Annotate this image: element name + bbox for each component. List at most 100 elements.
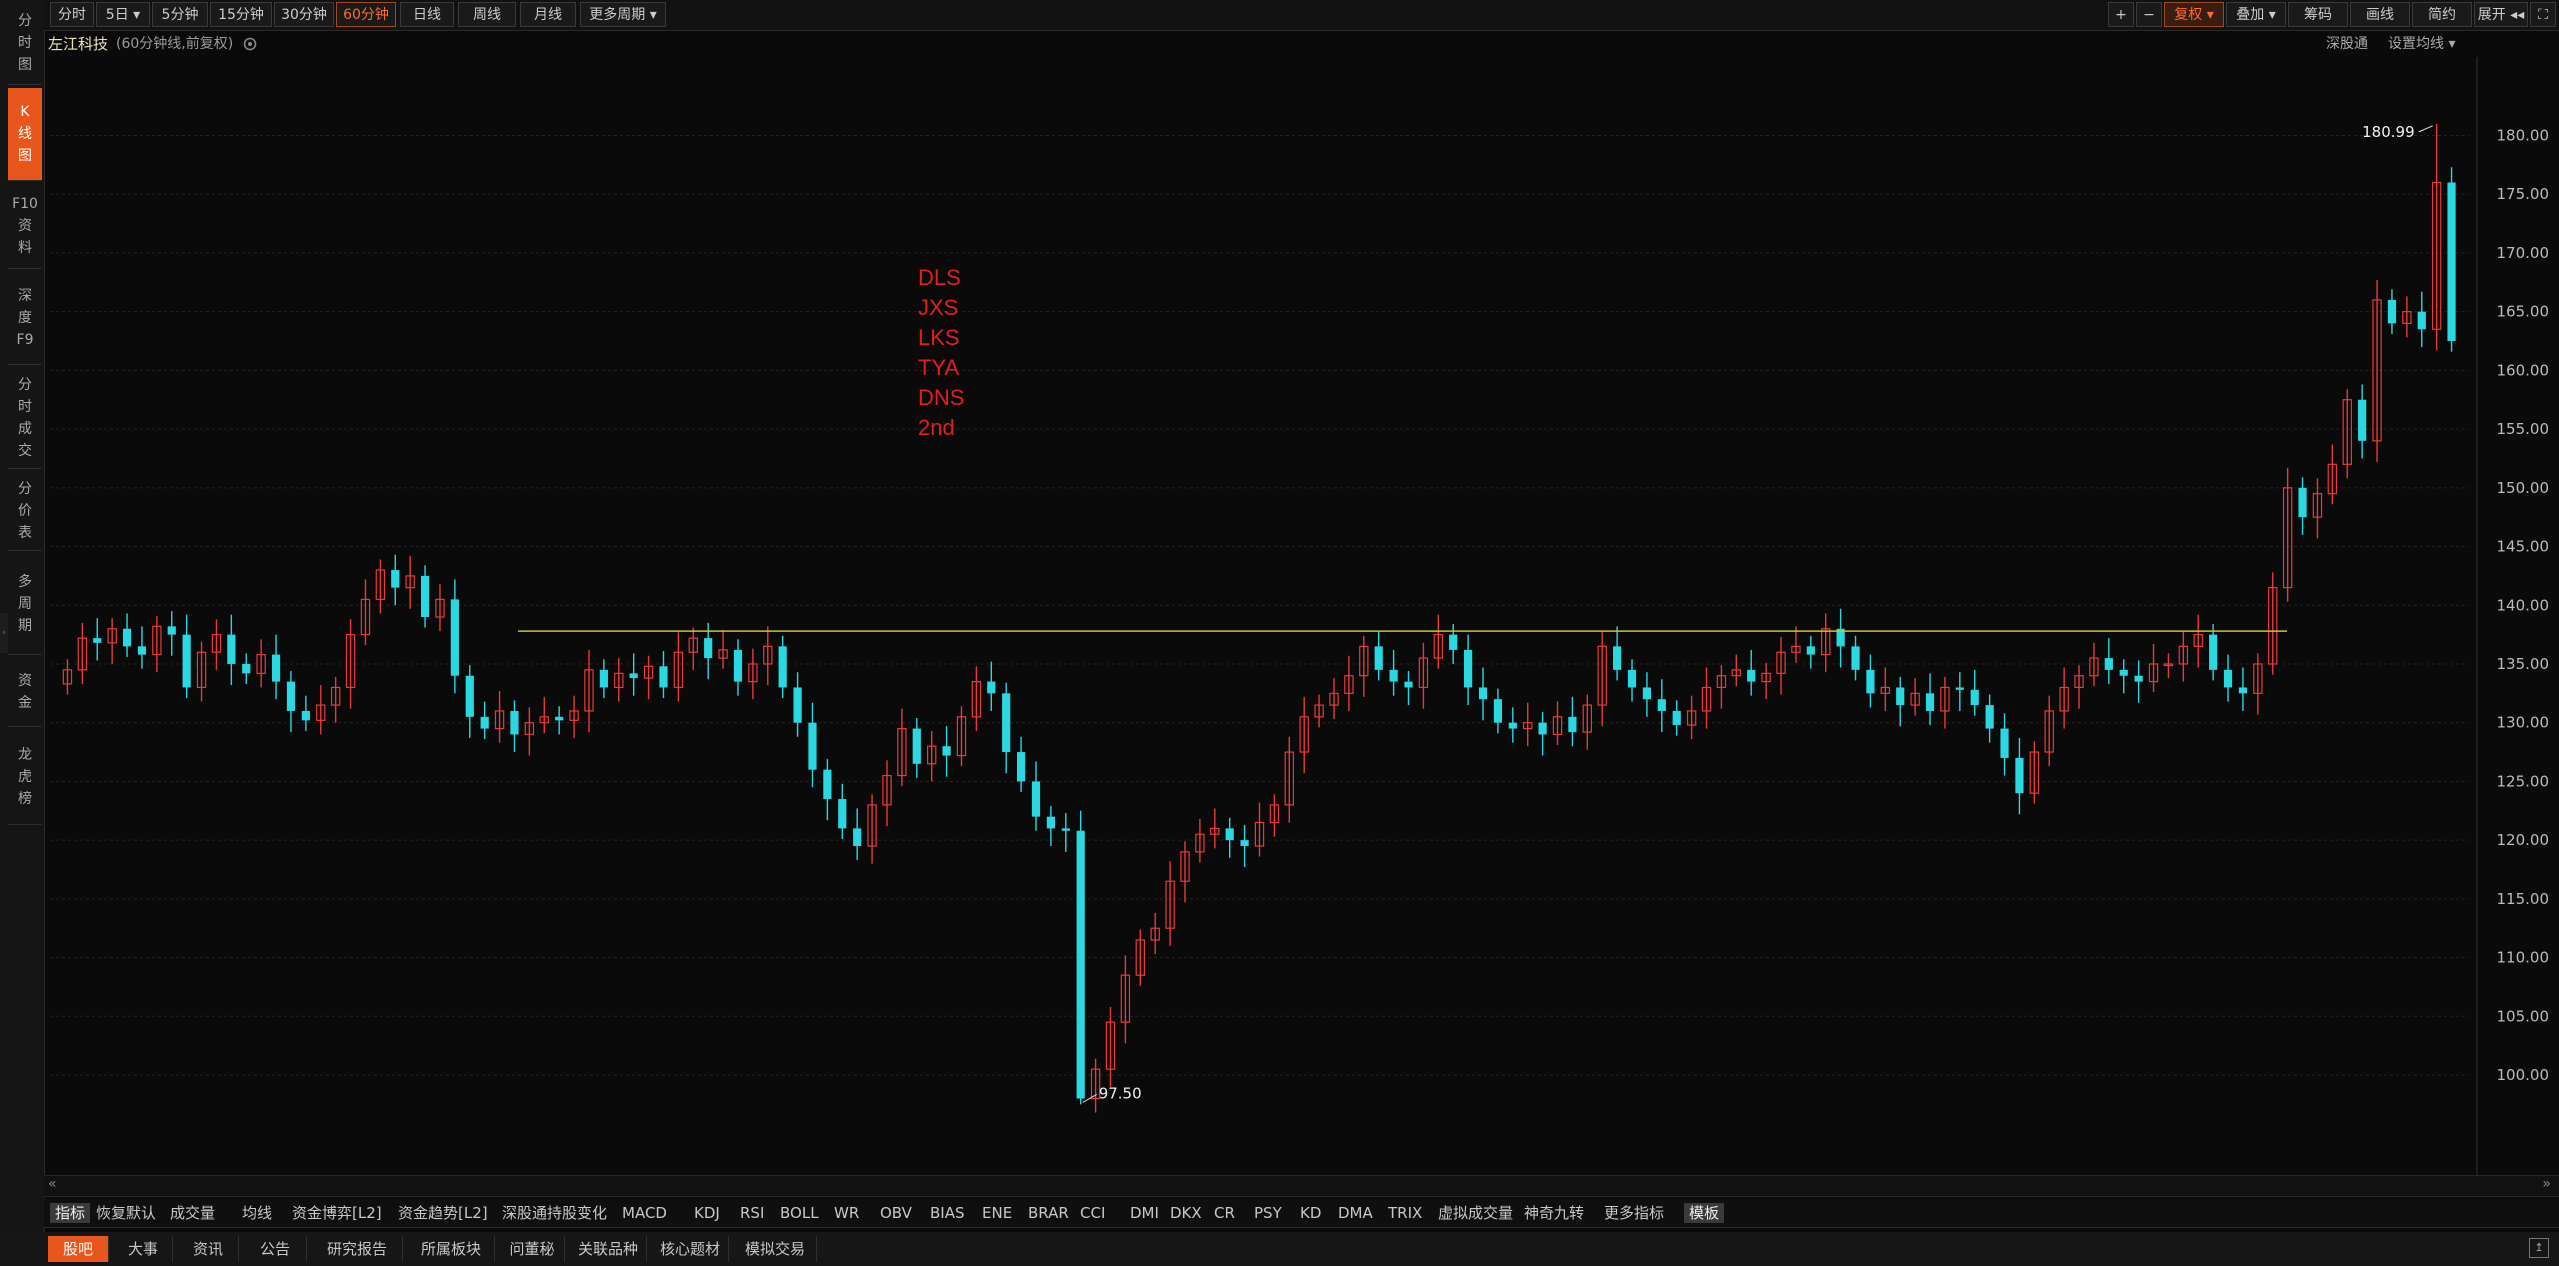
indicator-tab[interactable]: 神奇九转 bbox=[1524, 1204, 1585, 1222]
candle-body bbox=[1642, 687, 1652, 700]
tab-60min[interactable]: 60分钟 bbox=[336, 2, 396, 27]
tab-daily[interactable]: 日线 bbox=[400, 2, 454, 27]
rail-item-price-table[interactable]: 分价表 bbox=[8, 472, 42, 551]
tab-15min[interactable]: 15分钟 bbox=[210, 2, 272, 27]
indicator-tab[interactable]: CCI bbox=[1080, 1204, 1106, 1222]
indicator-tab[interactable]: WR bbox=[834, 1204, 860, 1222]
ma-settings-link[interactable]: 设置均线 ▾ bbox=[2388, 36, 2456, 52]
indicator-tab[interactable]: BIAS bbox=[930, 1204, 965, 1222]
candle-body bbox=[122, 628, 132, 647]
bottom-tab[interactable]: 股吧 bbox=[48, 1236, 109, 1262]
indicator-tab[interactable]: OBV bbox=[880, 1204, 912, 1222]
indicator-tab[interactable]: 均线 bbox=[242, 1204, 273, 1222]
adjust-dropdown[interactable]: 复权 ▾ bbox=[2164, 2, 2224, 27]
bottom-tab[interactable]: 关联品种 bbox=[570, 1236, 647, 1262]
rail-item-f10[interactable]: F10 资料 bbox=[8, 184, 42, 269]
indicator-tab[interactable]: BOLL bbox=[780, 1204, 819, 1222]
y-tick-label: 155.00 bbox=[2497, 420, 2550, 438]
bottom-tab[interactable]: 大事 bbox=[114, 1236, 173, 1262]
kline-chart[interactable]: 180.00 175.00 170.00 165.00 160.00 155.00 150.… bbox=[44, 57, 2559, 1175]
shengutong-link[interactable]: 深股通 bbox=[2326, 36, 2368, 52]
zoom-in-button[interactable]: + bbox=[2108, 2, 2134, 27]
tab-5min[interactable]: 5分钟 bbox=[152, 2, 208, 27]
zoom-out-button[interactable]: − bbox=[2136, 2, 2162, 27]
indicator-tab[interactable]: MACD bbox=[622, 1204, 667, 1222]
popout-icon[interactable]: ↥ bbox=[2529, 1238, 2549, 1258]
rail-char: F10 bbox=[12, 196, 38, 212]
fullscreen-button[interactable]: ⛶ bbox=[2530, 2, 2556, 27]
indicator-tab[interactable]: DMI bbox=[1130, 1204, 1159, 1222]
rail-char: 线 bbox=[18, 126, 32, 142]
indicator-tab[interactable]: 资金趋势[L2] bbox=[398, 1204, 488, 1222]
expand-button[interactable]: 展开 ◂◂ bbox=[2474, 2, 2528, 27]
indicator-tab[interactable]: 深股通持股变化 bbox=[502, 1204, 608, 1222]
indicator-tab[interactable]: 恢复默认 bbox=[96, 1204, 157, 1222]
tab-30min[interactable]: 30分钟 bbox=[274, 2, 334, 27]
indicator-tab[interactable]: CR bbox=[1214, 1204, 1235, 1222]
tab-monthly[interactable]: 月线 bbox=[520, 2, 576, 27]
candle-body bbox=[196, 651, 207, 689]
bottom-tab[interactable]: 核心题材 bbox=[652, 1236, 729, 1262]
rail-item-dragon-tiger[interactable]: 龙虎榜 bbox=[8, 730, 42, 825]
indicator-tab[interactable]: DMA bbox=[1338, 1204, 1373, 1222]
candle-body bbox=[793, 687, 802, 723]
indicator-tab[interactable]: 模板 bbox=[1684, 1203, 1725, 1223]
candle-body bbox=[808, 722, 817, 770]
indicator-tab[interactable]: KD bbox=[1300, 1204, 1322, 1222]
candle-body bbox=[360, 598, 371, 636]
indicator-tab[interactable]: ENE bbox=[982, 1204, 1013, 1222]
candle-body bbox=[286, 681, 296, 711]
rail-item-funds[interactable]: 资金 bbox=[8, 658, 42, 727]
bottom-tab[interactable]: 资讯 bbox=[178, 1236, 239, 1262]
overlay-dropdown[interactable]: 叠加 ▾ bbox=[2226, 2, 2286, 27]
gear-icon[interactable] bbox=[242, 31, 258, 57]
scroll-left-icon[interactable]: « bbox=[48, 1176, 57, 1192]
bottom-tab[interactable]: 所属板块 bbox=[408, 1236, 495, 1262]
candle-body bbox=[912, 728, 921, 764]
candle-body bbox=[1806, 646, 1815, 655]
candle-body bbox=[748, 663, 758, 683]
kline-plot[interactable]: 180.00 175.00 170.00 165.00 160.00 155.00 150.… bbox=[44, 57, 2559, 1175]
rail-collapse-icon[interactable]: › bbox=[0, 613, 8, 653]
candle-body bbox=[539, 716, 549, 724]
draw-line-button[interactable]: 画线 bbox=[2350, 2, 2410, 27]
indicator-tab[interactable]: 虚拟成交量 bbox=[1438, 1204, 1514, 1222]
rail-item-trades[interactable]: 分时成交 bbox=[8, 368, 42, 469]
indicator-tab[interactable]: 成交量 bbox=[170, 1204, 216, 1222]
indicator-tab[interactable]: RSI bbox=[740, 1204, 765, 1222]
tab-weekly[interactable]: 周线 bbox=[458, 2, 516, 27]
candle-body bbox=[1120, 974, 1131, 1023]
candle-body bbox=[1180, 851, 1190, 882]
y-tick-label: 130.00 bbox=[2497, 714, 2550, 732]
indicator-tab[interactable]: DKX bbox=[1170, 1204, 1202, 1222]
tab-fenshi[interactable]: 分时 bbox=[50, 2, 94, 27]
tab-5day[interactable]: 5日 ▾ bbox=[96, 2, 150, 27]
annotation-6: 2nd bbox=[918, 415, 955, 440]
bottom-tab[interactable]: 模拟交易 bbox=[734, 1236, 817, 1262]
indicator-tab[interactable]: 资金博弈[L2] bbox=[292, 1204, 382, 1222]
rail-item-f9[interactable]: 深度 F9 bbox=[8, 272, 42, 365]
scroll-right-icon[interactable]: » bbox=[2542, 1176, 2551, 1192]
rail-item-multi-period[interactable]: 多周期 bbox=[8, 554, 42, 655]
chips-button[interactable]: 筹码 bbox=[2288, 2, 2348, 27]
rail-item-fenshi[interactable]: 分时图 bbox=[8, 2, 42, 85]
indicator-tab[interactable]: KDJ bbox=[694, 1204, 720, 1222]
indicator-tab[interactable]: 指标 bbox=[50, 1203, 91, 1223]
indicator-tab[interactable]: 更多指标 bbox=[1604, 1204, 1665, 1222]
simple-button[interactable]: 简约 bbox=[2412, 2, 2472, 27]
candle-body bbox=[2089, 657, 2099, 677]
more-periods-dropdown[interactable]: 更多周期 ▾ bbox=[580, 2, 666, 27]
y-tick-label: 175.00 bbox=[2497, 185, 2550, 203]
indicator-tab[interactable]: PSY bbox=[1254, 1204, 1282, 1222]
candle-body bbox=[1478, 687, 1488, 700]
bottom-tab[interactable]: 问董秘 bbox=[500, 1236, 565, 1262]
candle-body bbox=[688, 637, 698, 653]
chart-scrollbar[interactable]: « » bbox=[44, 1175, 2559, 1197]
bottom-tab[interactable]: 研究报告 bbox=[312, 1236, 403, 1262]
stock-name[interactable]: 左江科技 bbox=[48, 35, 109, 53]
candle-body bbox=[2298, 487, 2307, 518]
bottom-tab[interactable]: 公告 bbox=[244, 1236, 307, 1262]
indicator-tab[interactable]: BRAR bbox=[1028, 1204, 1069, 1222]
indicator-tab[interactable]: TRIX bbox=[1388, 1204, 1423, 1222]
